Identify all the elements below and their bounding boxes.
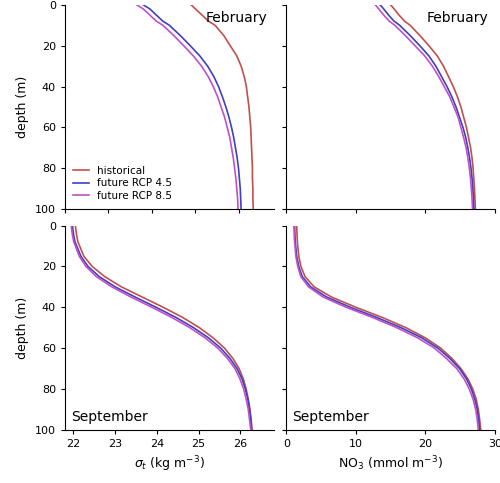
Text: February: February [206, 11, 268, 25]
Text: September: September [292, 410, 370, 424]
Y-axis label: depth (m): depth (m) [16, 76, 30, 138]
Legend: historical, future RCP 4.5, future RCP 8.5: historical, future RCP 4.5, future RCP 8… [70, 162, 176, 204]
X-axis label: $\sigma_t$ (kg m$^{-3}$): $\sigma_t$ (kg m$^{-3}$) [134, 455, 205, 474]
Text: February: February [427, 11, 488, 25]
Text: September: September [72, 410, 148, 424]
X-axis label: NO$_3$ (mmol m$^{-3}$): NO$_3$ (mmol m$^{-3}$) [338, 455, 443, 473]
Y-axis label: depth (m): depth (m) [16, 297, 30, 359]
